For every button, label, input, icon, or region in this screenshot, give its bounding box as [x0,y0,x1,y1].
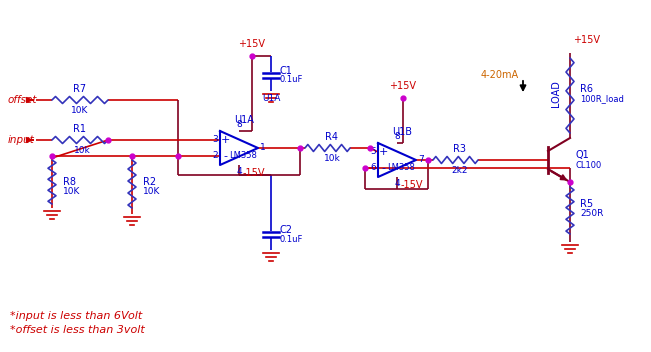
Text: 10K: 10K [72,106,89,115]
Text: 10K: 10K [143,188,160,196]
Text: +: + [220,135,230,145]
Text: 10K: 10K [63,188,80,196]
Text: U1B: U1B [392,127,412,137]
Text: *input is less than 6Volt: *input is less than 6Volt [10,311,143,321]
Text: +15V: +15V [238,39,266,49]
Text: 250R: 250R [580,209,603,219]
Text: R8: R8 [63,177,76,187]
Text: 5: 5 [370,147,376,157]
Text: C1: C1 [280,66,293,76]
Text: CL100: CL100 [575,161,602,170]
Text: 7: 7 [418,156,424,164]
Text: R3: R3 [454,144,467,154]
Text: -15V: -15V [401,180,424,190]
Text: U1A: U1A [262,94,280,103]
Text: R6: R6 [580,84,593,94]
Text: 4-20mA: 4-20mA [481,70,519,80]
Text: 0.1uF: 0.1uF [280,75,303,84]
Text: -: - [223,151,227,161]
Text: 4: 4 [236,167,242,176]
Text: +15V: +15V [389,81,417,91]
Text: 4: 4 [395,179,400,188]
Text: R4: R4 [326,132,339,142]
Text: 100R_load: 100R_load [580,94,624,103]
Text: *offset is less than 3volt: *offset is less than 3volt [10,325,145,335]
Text: R5: R5 [580,199,593,209]
Text: +15V: +15V [573,35,600,45]
Text: LM358: LM358 [387,163,415,172]
Text: -: - [381,163,385,173]
Text: -15V: -15V [243,168,266,178]
Text: 10k: 10k [324,154,340,163]
Text: 3: 3 [212,136,218,145]
Text: 8: 8 [394,132,400,141]
Text: LM358: LM358 [229,151,257,161]
Text: R7: R7 [74,84,87,94]
Text: 6: 6 [370,163,376,172]
Text: R2: R2 [143,177,156,187]
Text: R1: R1 [74,124,87,134]
Text: 0.1uF: 0.1uF [280,234,303,244]
Text: Q1: Q1 [575,150,589,160]
Text: offset: offset [8,95,38,105]
Text: +: + [378,147,388,157]
Text: 10k: 10k [74,146,90,155]
Text: LOAD: LOAD [551,81,561,107]
Text: 8: 8 [236,120,242,129]
Text: input: input [8,135,35,145]
Text: 1: 1 [260,144,266,152]
Text: C2: C2 [280,225,293,235]
Text: U1A: U1A [234,115,254,125]
Text: 2k2: 2k2 [452,166,468,175]
Text: 2: 2 [212,151,218,161]
